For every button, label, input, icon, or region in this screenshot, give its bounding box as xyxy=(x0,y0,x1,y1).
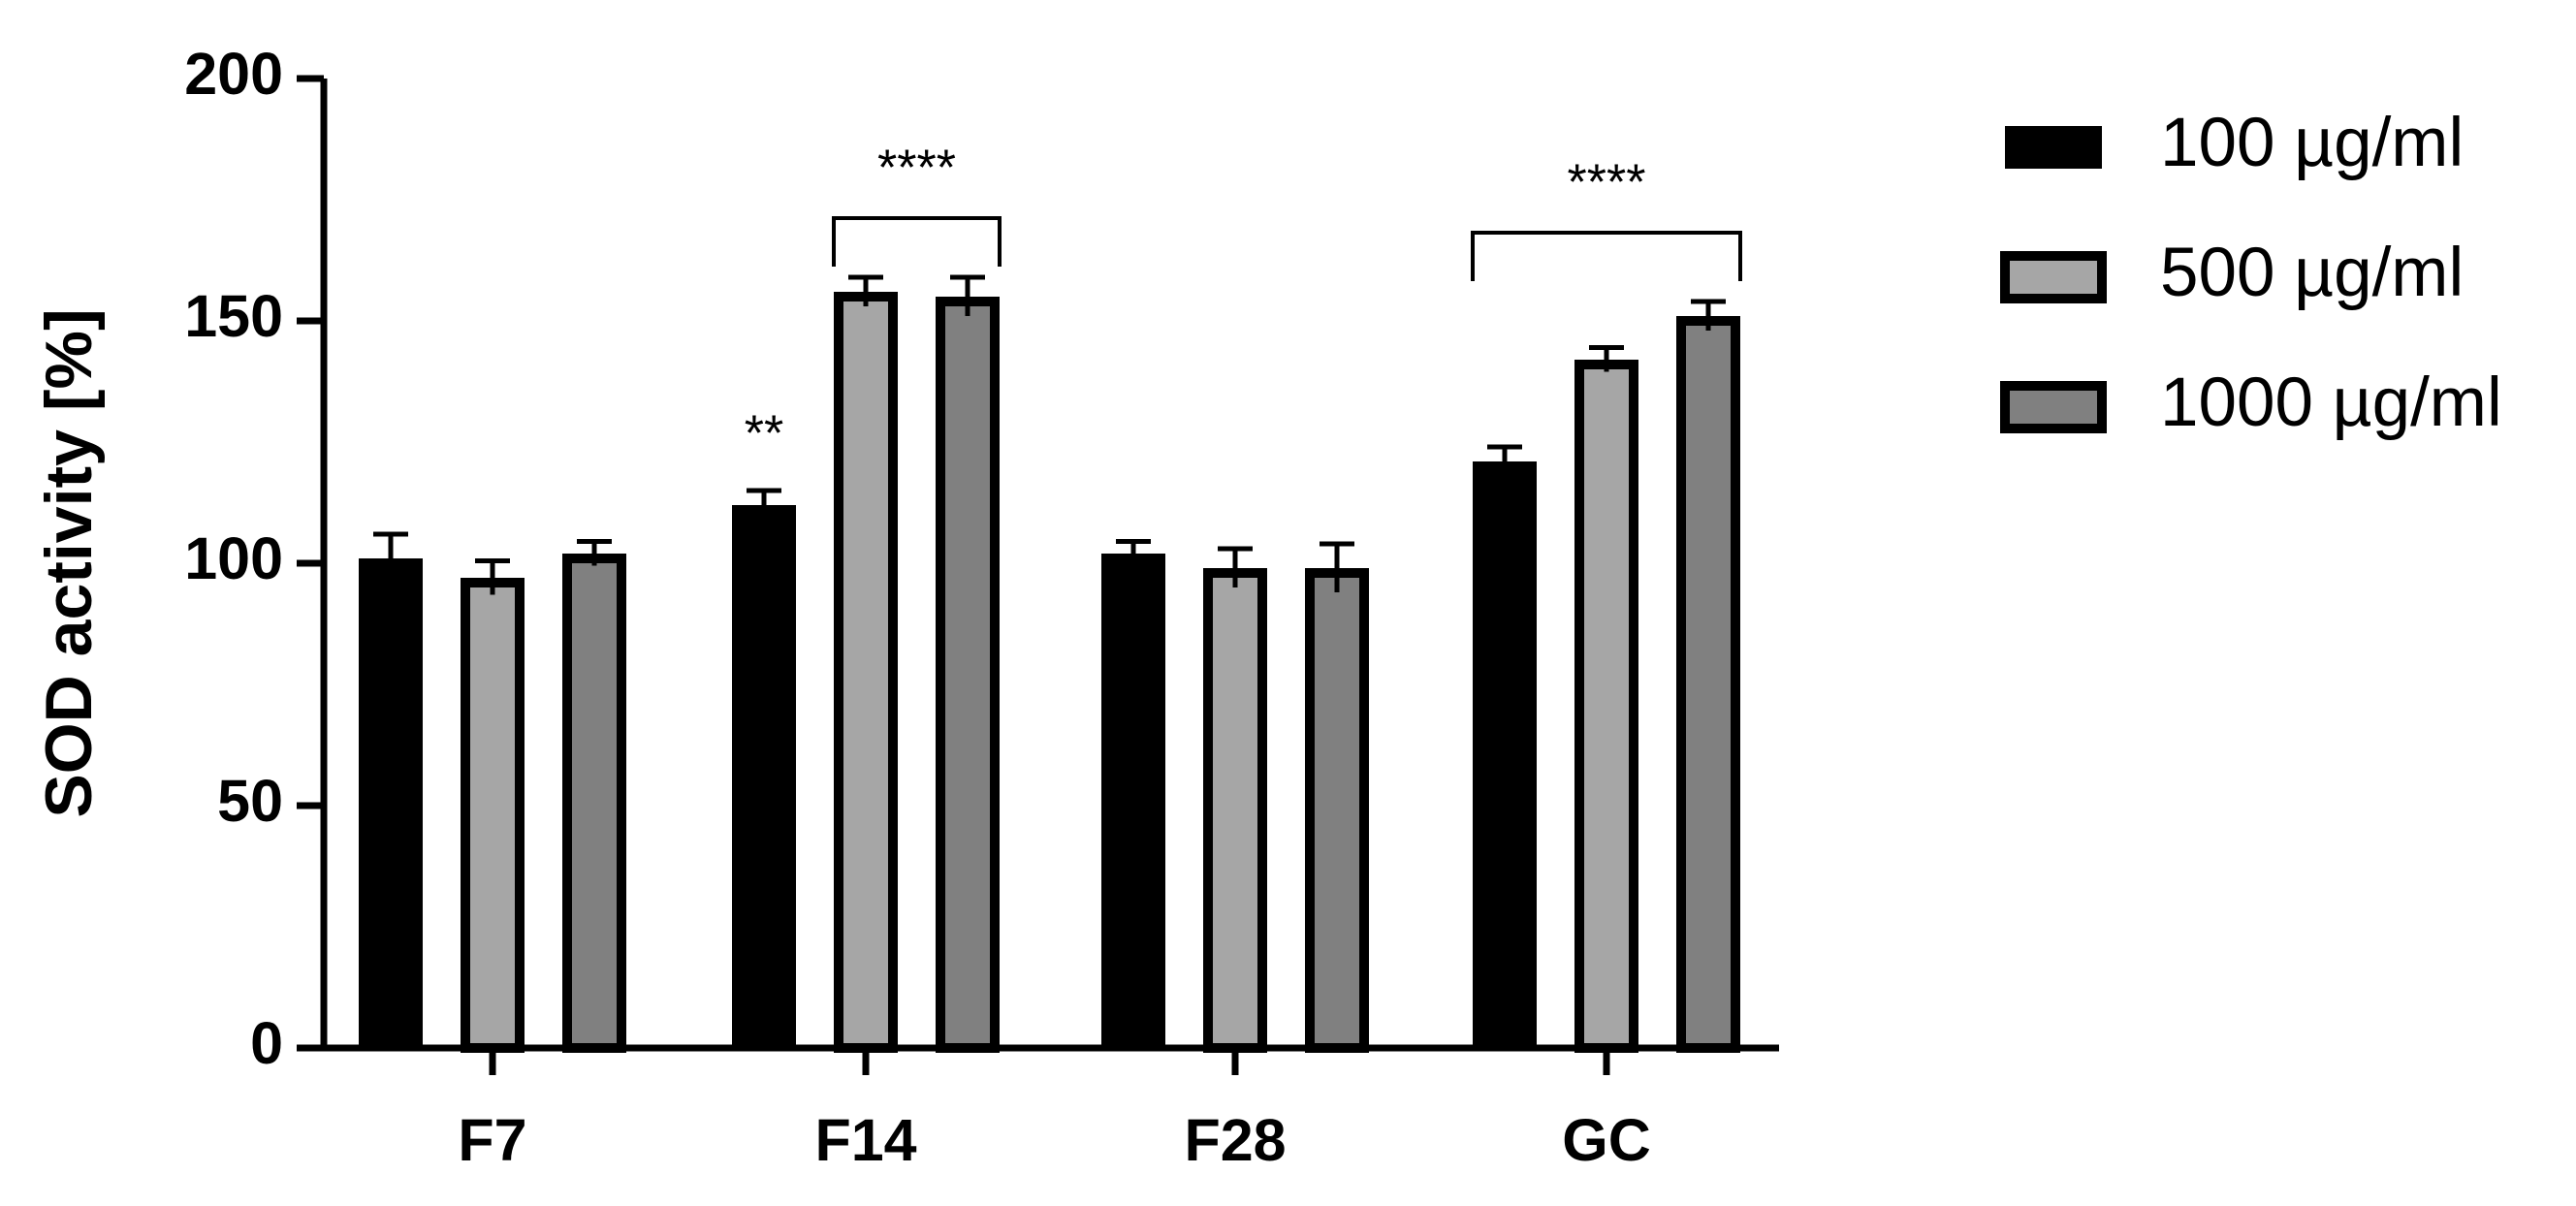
bar xyxy=(562,554,626,1053)
y-tick-label: 150 xyxy=(184,283,283,349)
bar xyxy=(359,558,423,1048)
bar xyxy=(834,292,898,1053)
x-tick-label: F28 xyxy=(1184,1107,1286,1173)
bar xyxy=(732,505,796,1048)
x-tick-label: F14 xyxy=(814,1107,916,1173)
legend-label: 100 µg/ml xyxy=(2160,105,2464,181)
legend-label: 1000 µg/ml xyxy=(2160,365,2502,441)
bar xyxy=(1676,316,1740,1053)
bar xyxy=(1473,461,1537,1048)
y-tick-label: 200 xyxy=(184,41,283,107)
bar xyxy=(1101,554,1165,1048)
annotation: **** xyxy=(877,141,956,197)
y-tick-label: 0 xyxy=(250,1010,283,1076)
x-tick-label: GC xyxy=(1562,1107,1651,1173)
y-tick-label: 50 xyxy=(217,768,283,834)
legend-swatch xyxy=(2000,251,2107,303)
bar xyxy=(1305,568,1369,1053)
bar xyxy=(461,578,525,1053)
legend-label: 500 µg/ml xyxy=(2160,235,2464,311)
legend-swatch xyxy=(2005,126,2102,169)
y-tick-label: 100 xyxy=(184,525,283,591)
significance-bracket xyxy=(832,216,1002,267)
significance-bracket xyxy=(1471,231,1742,281)
bar xyxy=(1574,360,1638,1053)
annotation: ** xyxy=(745,406,783,462)
annotation: **** xyxy=(1568,155,1646,211)
legend-swatch xyxy=(2000,381,2107,433)
x-tick-label: F7 xyxy=(458,1107,526,1173)
bar xyxy=(1203,568,1267,1053)
bar xyxy=(936,297,1000,1053)
y-axis-title: SOD activity [%] xyxy=(32,308,106,817)
